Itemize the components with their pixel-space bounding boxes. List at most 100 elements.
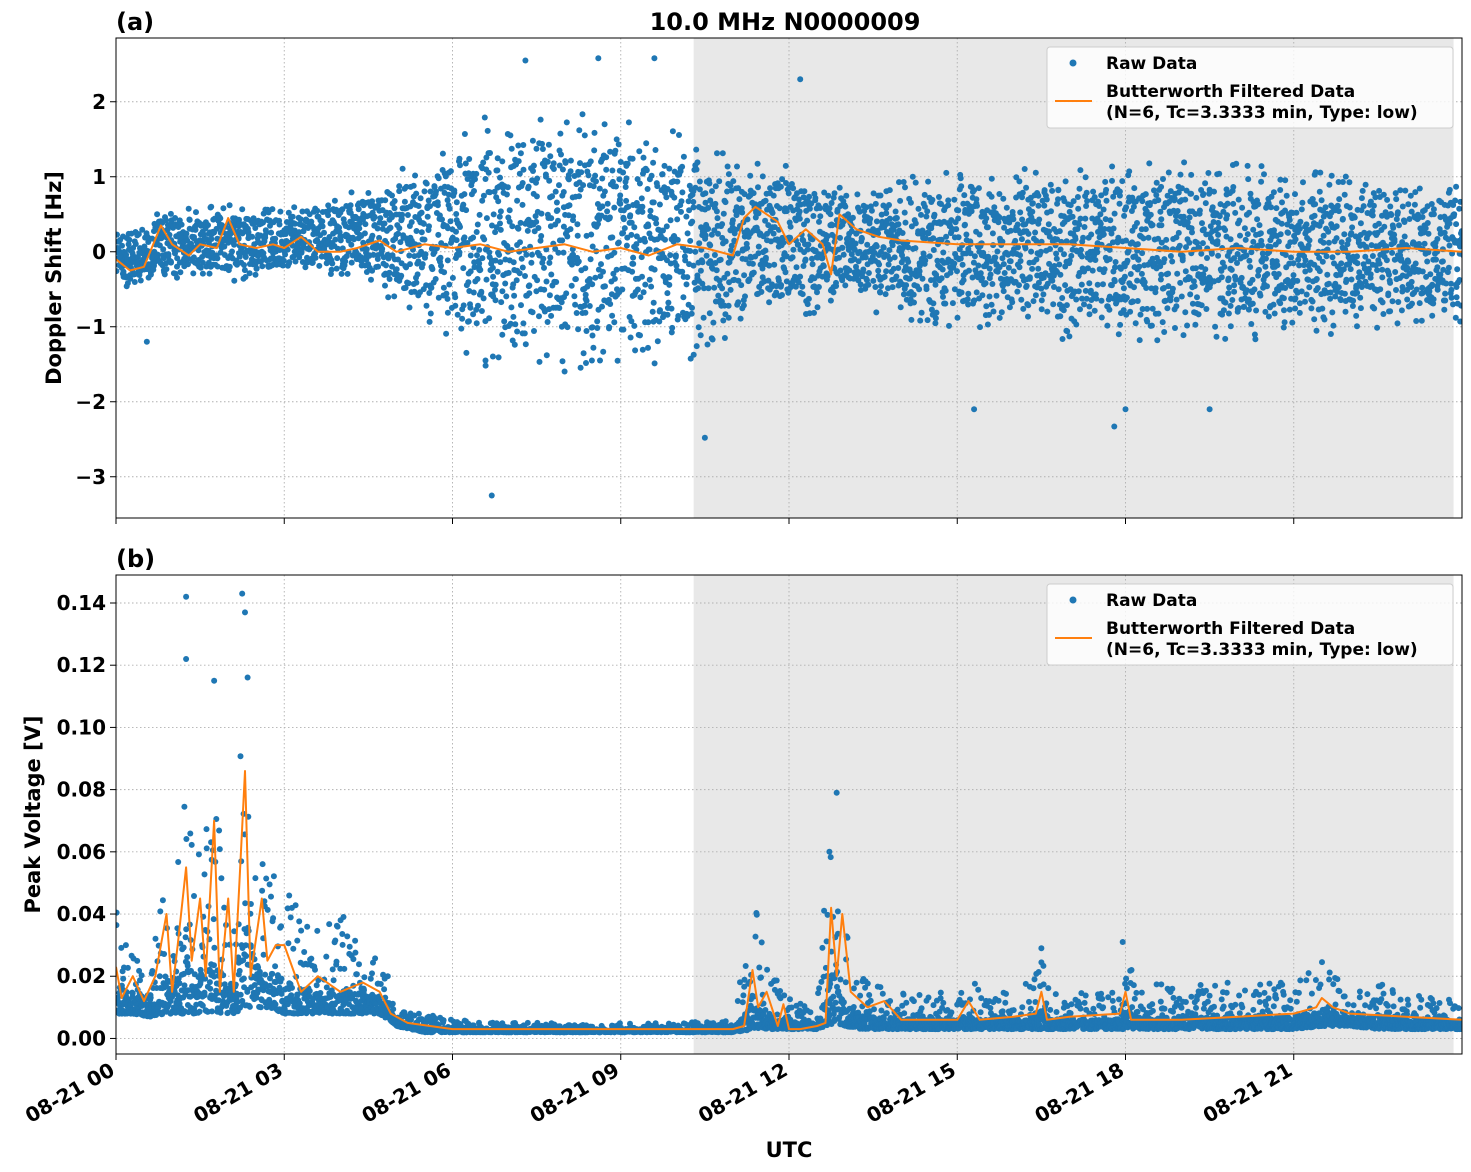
raw-data-point bbox=[631, 224, 638, 231]
raw-data-point bbox=[116, 231, 120, 238]
raw-data-point bbox=[1123, 237, 1129, 244]
raw-data-point bbox=[214, 255, 221, 262]
raw-data-point bbox=[666, 281, 673, 288]
raw-data-point bbox=[504, 184, 511, 191]
raw-data-point bbox=[1264, 283, 1270, 290]
raw-data-point bbox=[597, 273, 604, 280]
raw-data-point bbox=[501, 318, 508, 325]
raw-data-point bbox=[1303, 291, 1310, 298]
raw-data-point bbox=[720, 210, 727, 217]
raw-data-point bbox=[583, 297, 590, 304]
raw-data-point bbox=[444, 225, 451, 232]
raw-data-point bbox=[1309, 298, 1316, 305]
raw-data-point bbox=[656, 201, 663, 208]
raw-data-point bbox=[201, 989, 208, 996]
raw-data-point bbox=[770, 230, 777, 237]
raw-data-point bbox=[736, 196, 743, 203]
raw-data-point bbox=[494, 268, 501, 275]
raw-data-point bbox=[210, 916, 217, 923]
raw-data-point bbox=[1389, 298, 1396, 305]
raw-data-point bbox=[427, 285, 434, 291]
raw-data-point bbox=[1383, 257, 1390, 264]
raw-data-point bbox=[615, 141, 622, 148]
raw-data-point bbox=[1351, 214, 1358, 221]
raw-data-point bbox=[470, 234, 477, 241]
raw-data-point bbox=[753, 224, 760, 231]
raw-data-point bbox=[650, 159, 657, 166]
raw-data-point bbox=[369, 198, 376, 205]
raw-data-point bbox=[1073, 321, 1080, 328]
raw-data-point bbox=[1108, 230, 1115, 237]
raw-data-point bbox=[1429, 312, 1436, 319]
raw-data-point bbox=[1317, 169, 1324, 176]
raw-data-point bbox=[502, 280, 509, 287]
raw-data-point bbox=[969, 274, 976, 281]
raw-data-point bbox=[478, 288, 485, 295]
raw-data-point bbox=[1257, 230, 1264, 237]
raw-data-point bbox=[504, 243, 511, 250]
raw-data-point bbox=[282, 251, 289, 258]
raw-data-point bbox=[646, 230, 653, 237]
raw-data-point bbox=[881, 273, 888, 280]
raw-data-point bbox=[356, 225, 363, 232]
raw-data-point bbox=[462, 160, 469, 167]
raw-data-point bbox=[1078, 246, 1084, 253]
raw-data-point bbox=[127, 275, 134, 282]
raw-data-point bbox=[639, 208, 646, 215]
raw-data-point bbox=[1456, 277, 1462, 283]
raw-data-point bbox=[1175, 229, 1182, 236]
raw-data-point bbox=[1318, 197, 1325, 204]
raw-data-point bbox=[1394, 320, 1401, 327]
raw-data-point bbox=[590, 183, 597, 190]
raw-data-point bbox=[1139, 250, 1146, 257]
raw-data-point bbox=[229, 248, 235, 255]
raw-data-point bbox=[1238, 274, 1245, 281]
raw-data-point bbox=[986, 311, 992, 318]
raw-data-point bbox=[300, 228, 307, 235]
raw-data-point bbox=[836, 184, 843, 191]
raw-data-point bbox=[828, 221, 835, 228]
raw-data-point bbox=[1387, 279, 1394, 286]
raw-data-point bbox=[1123, 294, 1130, 301]
raw-data-point bbox=[1268, 193, 1275, 200]
raw-data-point bbox=[762, 197, 769, 204]
raw-data-point bbox=[471, 188, 477, 194]
raw-data-point bbox=[1101, 266, 1108, 273]
raw-data-point bbox=[766, 262, 773, 269]
raw-data-point bbox=[479, 197, 486, 204]
raw-data-point bbox=[1202, 180, 1209, 187]
raw-data-point bbox=[1182, 309, 1189, 316]
raw-data-point bbox=[553, 279, 560, 285]
raw-data-point bbox=[809, 255, 815, 262]
raw-data-point bbox=[452, 302, 459, 309]
raw-data-point bbox=[862, 254, 869, 261]
raw-data-point bbox=[867, 215, 874, 222]
raw-data-point bbox=[1025, 302, 1032, 309]
raw-data-point bbox=[921, 191, 928, 198]
raw-data-point bbox=[1120, 285, 1127, 292]
raw-data-point bbox=[479, 255, 486, 262]
raw-data-point bbox=[579, 111, 586, 118]
raw-data-point bbox=[877, 289, 884, 296]
raw-data-point bbox=[771, 261, 778, 268]
raw-data-point bbox=[1359, 187, 1366, 194]
raw-data-point bbox=[444, 295, 451, 302]
raw-data-point bbox=[588, 357, 595, 364]
raw-data-point bbox=[696, 186, 703, 193]
raw-data-point bbox=[661, 162, 668, 169]
raw-data-point bbox=[174, 255, 181, 262]
raw-data-point bbox=[1017, 209, 1024, 216]
raw-data-point bbox=[885, 261, 892, 268]
raw-data-point bbox=[1143, 285, 1150, 291]
raw-data-point bbox=[961, 192, 968, 199]
raw-data-point bbox=[685, 198, 692, 205]
raw-data-point bbox=[714, 215, 721, 222]
raw-data-point bbox=[1174, 208, 1181, 214]
raw-data-point bbox=[1165, 283, 1172, 290]
raw-data-point bbox=[524, 227, 531, 234]
raw-data-point bbox=[870, 277, 877, 284]
raw-data-point bbox=[407, 261, 413, 268]
raw-data-point bbox=[1029, 208, 1036, 215]
raw-data-point bbox=[427, 203, 433, 210]
raw-data-point bbox=[534, 277, 541, 284]
